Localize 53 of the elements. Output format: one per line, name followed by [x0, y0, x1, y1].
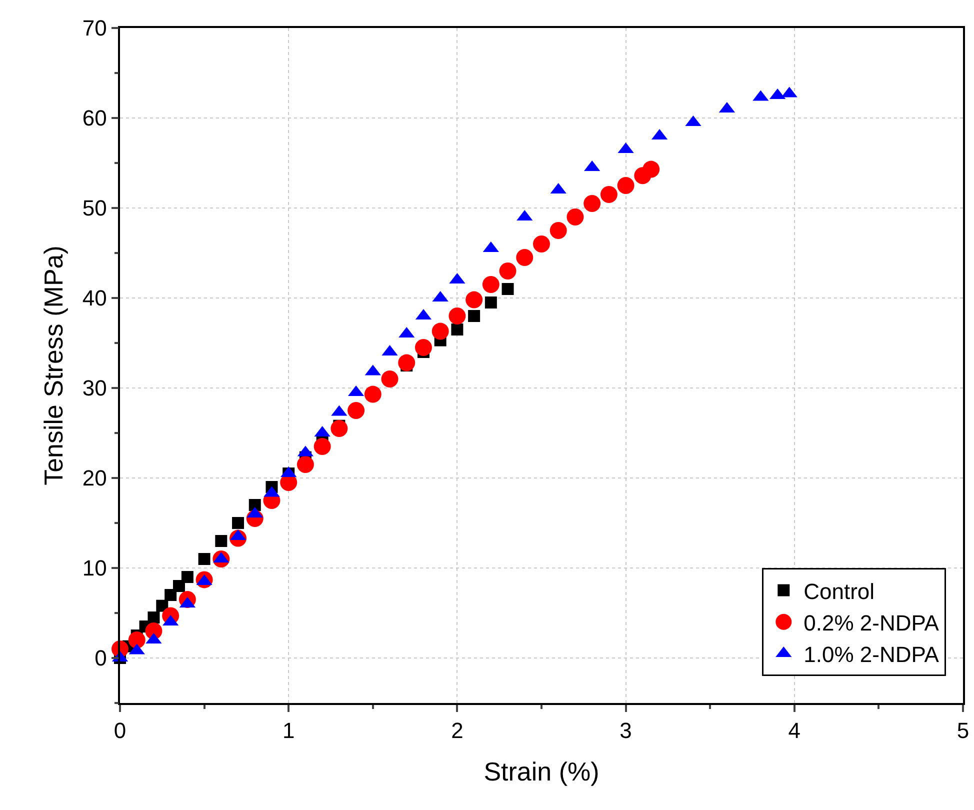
- point: [466, 291, 483, 308]
- point: [502, 283, 514, 295]
- x-tick-label: 3: [620, 718, 632, 744]
- y-tick-label: 0: [94, 646, 107, 671]
- point: [550, 222, 567, 239]
- point: [484, 296, 497, 308]
- point: [398, 354, 416, 372]
- point: [314, 438, 331, 455]
- point: [600, 186, 618, 203]
- point: [181, 571, 194, 583]
- point: [164, 589, 177, 601]
- x-axis-title: Strain (%): [484, 756, 600, 786]
- point: [566, 208, 584, 226]
- point: [642, 160, 660, 178]
- y-tick-label: 30: [82, 376, 107, 401]
- point: [414, 339, 432, 356]
- point: [296, 456, 314, 473]
- legend-label: 0.2% 2-NDPA: [804, 610, 940, 636]
- point: [148, 612, 160, 624]
- x-tick-label: 2: [451, 718, 464, 744]
- point: [348, 402, 365, 419]
- point: [482, 276, 500, 293]
- point: [451, 324, 464, 336]
- y-tick-label: 10: [82, 556, 107, 581]
- legend-label: 1.0% 2-NDPA: [804, 642, 940, 668]
- point: [468, 310, 480, 322]
- point: [432, 322, 449, 340]
- point: [533, 236, 550, 252]
- point: [381, 370, 398, 388]
- x-tick-label: 4: [788, 718, 801, 744]
- point: [516, 249, 534, 266]
- y-tick-label: 20: [82, 466, 107, 491]
- point: [617, 177, 634, 194]
- point: [198, 553, 210, 565]
- point: [448, 308, 466, 324]
- legend-label: Control: [804, 578, 875, 604]
- point: [215, 535, 228, 547]
- y-tick-label: 60: [82, 106, 107, 131]
- point: [232, 517, 244, 529]
- point: [584, 195, 601, 212]
- y-tick-label: 50: [82, 196, 107, 221]
- y-tick-label: 70: [82, 16, 107, 41]
- y-tick-label: 40: [82, 286, 107, 311]
- point: [128, 632, 146, 648]
- point: [173, 580, 186, 592]
- point: [499, 262, 516, 280]
- y-axis-title: Tensile Stress (MPa): [38, 246, 68, 486]
- point: [330, 420, 348, 437]
- point: [364, 386, 382, 403]
- x-tick-label: 0: [114, 718, 126, 744]
- x-tick-label: 5: [956, 718, 970, 744]
- x-tick-label: 1: [282, 718, 295, 744]
- point: [248, 499, 261, 511]
